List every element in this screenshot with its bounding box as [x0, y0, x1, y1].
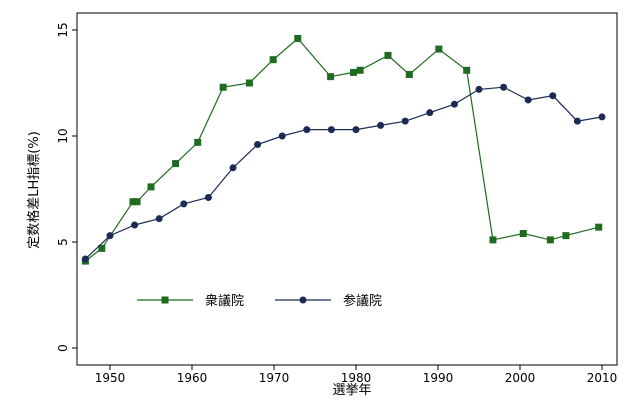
series-1-point: [147, 183, 155, 191]
series-1-point: [463, 66, 471, 74]
series-2-point: [254, 140, 262, 148]
series-2-point: [475, 85, 483, 93]
series-2-point: [450, 100, 458, 108]
series-1-point: [562, 232, 570, 240]
x-tick-label-1980: 1980: [341, 371, 372, 385]
series-layer: [81, 34, 606, 265]
series-2-point: [426, 109, 434, 117]
y-tick-label-5: 5: [56, 238, 70, 246]
series-1-point: [435, 45, 443, 53]
legend-item-2: 参議院: [275, 293, 382, 309]
series-1-point: [595, 223, 603, 231]
series-1-point: [129, 198, 137, 206]
x-axis-title: 選挙年: [332, 383, 371, 398]
series-2-point: [204, 193, 212, 201]
series-2-point: [278, 132, 286, 140]
series-2-point: [155, 215, 163, 223]
series-2-point: [229, 164, 237, 172]
series-1-point: [98, 244, 106, 252]
y-axis-title: 定数格差LH指標(%): [26, 131, 42, 249]
series-2-line: [84, 86, 603, 260]
y-axis: 0 5 10 15: [56, 22, 77, 352]
series-2-point: [377, 121, 385, 129]
series-2-point: [131, 221, 139, 229]
series-1-point: [327, 73, 335, 81]
series-2-point: [500, 83, 508, 91]
series-1-point: [245, 79, 253, 87]
series-1-point: [133, 198, 141, 206]
legend-item-1: 衆議院: [137, 293, 244, 309]
x-tick-label-1950: 1950: [95, 371, 126, 385]
series-2-point: [303, 126, 311, 134]
x-tick-label-1990: 1990: [423, 371, 454, 385]
series-1-line: [85, 37, 599, 262]
series-1-point: [546, 236, 554, 244]
x-tick-label-1970: 1970: [259, 371, 290, 385]
series-1-point: [172, 160, 180, 168]
series-1-point: [519, 230, 527, 238]
series-1-point: [489, 236, 497, 244]
y-tick-label-0: 0: [56, 344, 70, 352]
y-tick-label-10: 10: [56, 128, 70, 143]
series-1-point: [194, 138, 202, 146]
series-2-point: [401, 117, 409, 125]
series-2-point: [352, 126, 360, 134]
x-tick-label-2000: 2000: [505, 371, 536, 385]
series-1-point: [356, 66, 364, 74]
x-tick-label-1960: 1960: [177, 371, 208, 385]
plot-frame: [76, 12, 618, 366]
series-2-point: [524, 96, 532, 104]
legend-label: 衆議院: [205, 293, 244, 309]
legend-swatch-marker: [161, 296, 169, 304]
x-axis: 1950 1960 1970 1980 1990 2000 2010: [95, 365, 618, 385]
legend-label: 参議院: [343, 293, 382, 309]
series-2-point: [549, 92, 557, 100]
legend-swatch-marker: [299, 296, 307, 304]
series-1-point: [269, 56, 277, 64]
series-2: [81, 83, 606, 263]
series-1: [81, 34, 603, 265]
series-2-point: [106, 232, 114, 240]
series-1-point: [219, 83, 227, 91]
series-1-point: [294, 34, 302, 42]
series-2-point: [573, 117, 581, 125]
series-2-point: [598, 113, 606, 121]
series-1-point: [384, 51, 392, 59]
series-1-point: [350, 68, 358, 76]
y-tick-label-15: 15: [56, 22, 70, 37]
series-2-point: [81, 255, 89, 263]
legend: 衆議院 参議院: [137, 293, 382, 309]
x-tick-label-2010: 2010: [587, 371, 618, 385]
series-2-point: [180, 200, 188, 208]
series-2-point: [327, 126, 335, 134]
series-1-point: [405, 71, 413, 79]
